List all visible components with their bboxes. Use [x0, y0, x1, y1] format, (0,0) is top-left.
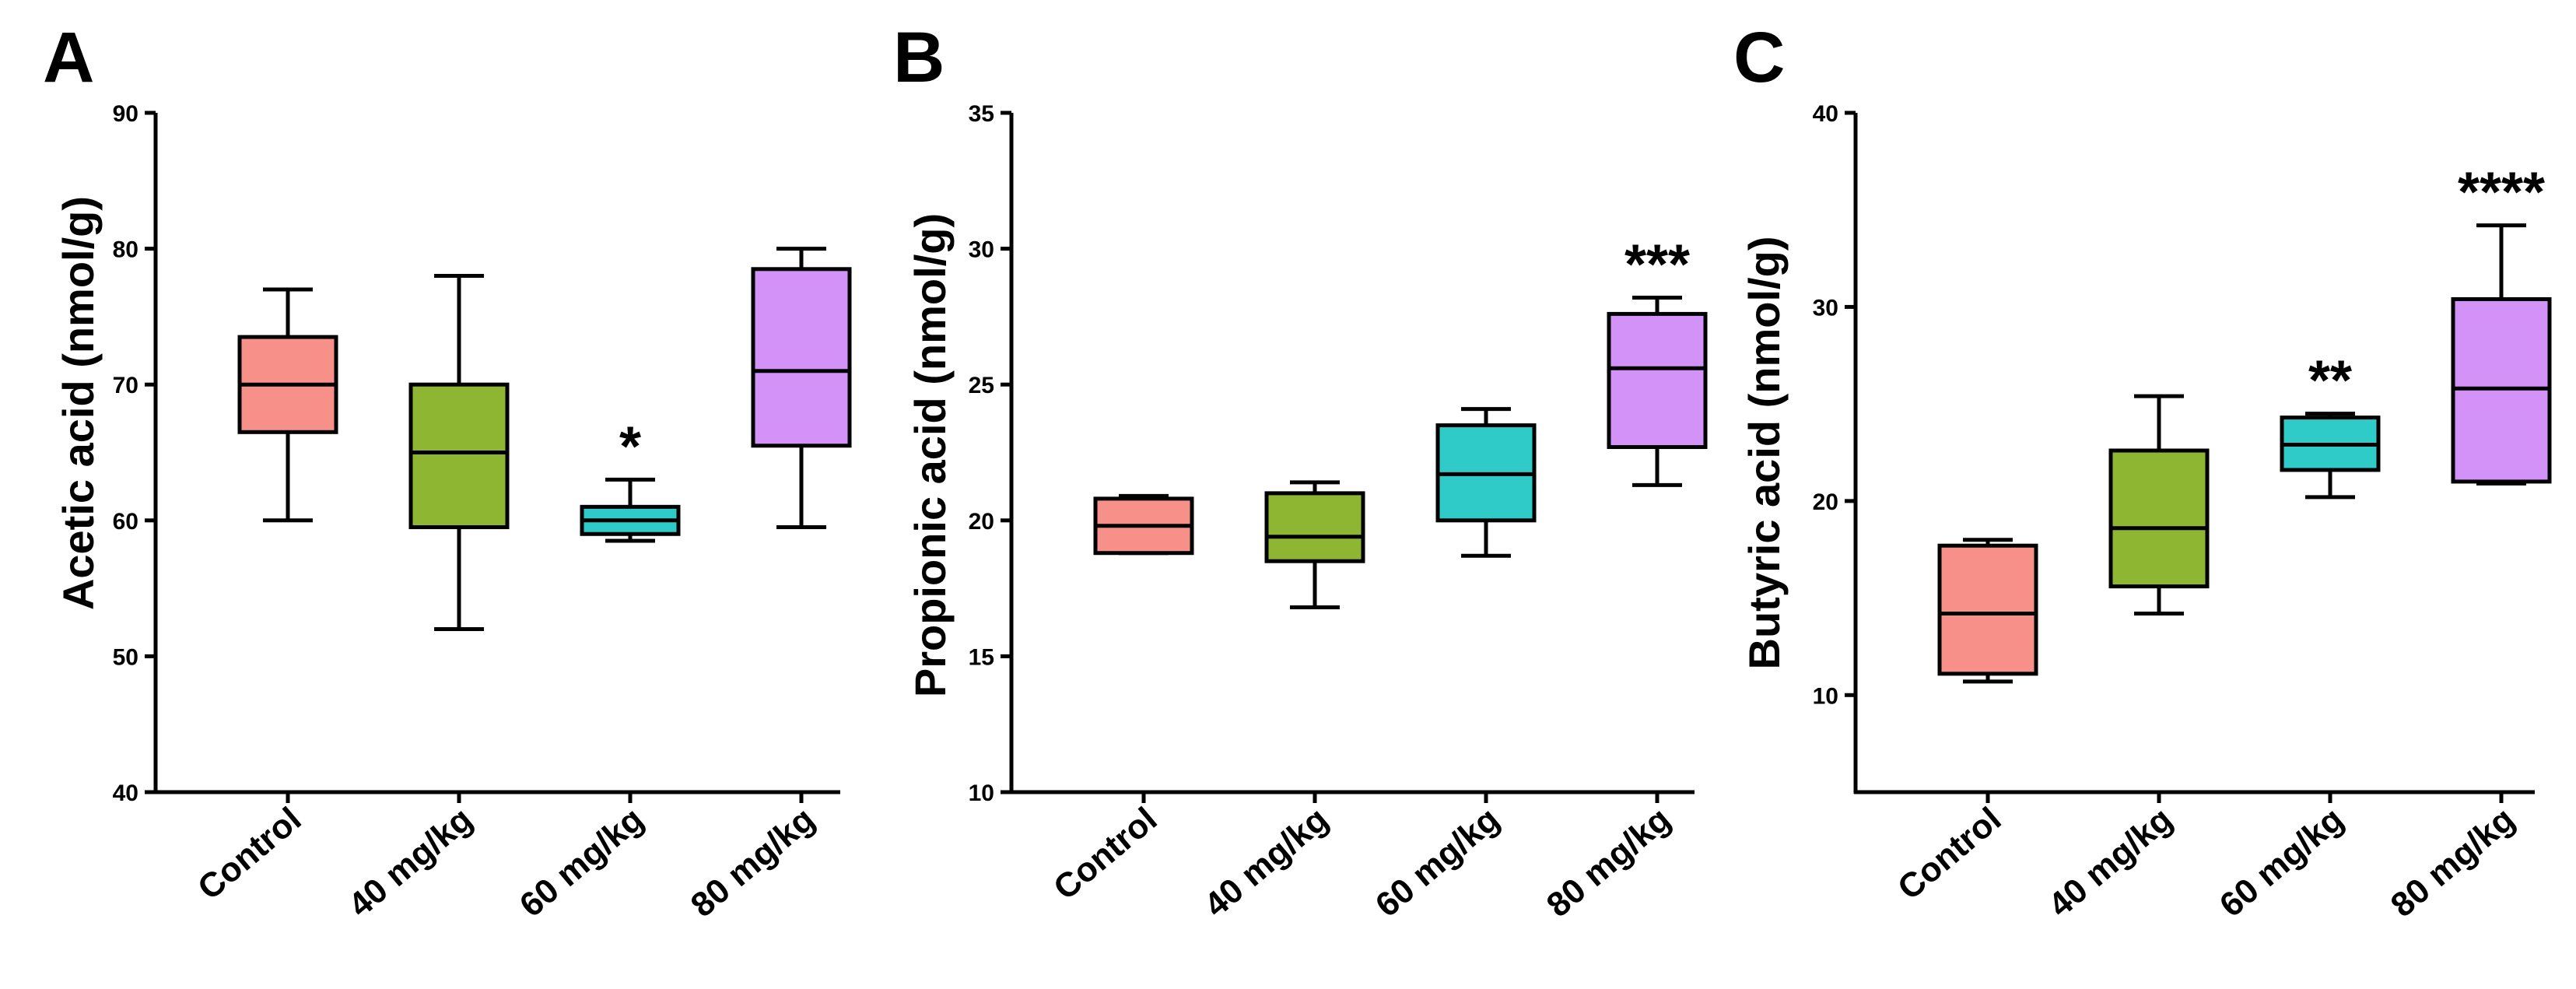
- box-control: Control: [191, 287, 338, 907]
- box-80-mg-kg: **** 80 mg/kg: [2384, 162, 2552, 924]
- box-60-mg-kg: * 60 mg/kg: [513, 416, 681, 924]
- box-control: Control: [1046, 493, 1194, 907]
- panel-a: A Acetic acid (nmol/g) 40 50 60 70 80 90 Control…: [43, 18, 852, 924]
- y-tick-label: 90: [113, 101, 138, 127]
- box-60-mg-kg: ** 60 mg/kg: [2213, 350, 2381, 924]
- x-tick-label: 60 mg/kg: [513, 800, 651, 924]
- iqr-box: [1607, 311, 1708, 450]
- x-tick-label: 40 mg/kg: [342, 800, 480, 924]
- x-tick-label: Control: [1046, 800, 1164, 907]
- box-40-mg-kg: 40 mg/kg: [342, 274, 510, 924]
- y-tick-label: 20: [1813, 489, 1838, 515]
- panel-b: B Propionic acid (nmol/g) 10 15 20 25 30 35 Cont…: [893, 18, 1708, 924]
- iqr-box: [1264, 491, 1365, 563]
- box-40-mg-kg: 40 mg/kg: [2042, 394, 2210, 924]
- box-60-mg-kg: 60 mg/kg: [1369, 407, 1537, 924]
- y-tick-label: 15: [969, 644, 994, 670]
- y-tick-label: 80: [113, 237, 138, 263]
- x-tick-label: 40 mg/kg: [1197, 800, 1336, 924]
- iqr-box: [751, 267, 852, 448]
- x-tick-label: Control: [191, 800, 308, 907]
- y-tick-label: 40: [113, 780, 138, 806]
- significance-marker: *: [619, 416, 641, 478]
- iqr-box: [1937, 543, 2038, 676]
- y-axis-label: Acetic acid (nmol/g): [54, 196, 103, 610]
- significance-marker: ****: [2458, 162, 2545, 224]
- y-tick-label: 25: [969, 373, 994, 398]
- box-40-mg-kg: 40 mg/kg: [1197, 480, 1365, 924]
- box-control: Control: [1891, 538, 2038, 907]
- y-tick-label: 35: [969, 101, 994, 127]
- panel-letter: A: [43, 18, 94, 97]
- y-tick-label: 40: [1813, 101, 1838, 127]
- significance-marker: **: [2308, 350, 2352, 412]
- panel-letter: C: [1733, 18, 1785, 97]
- y-tick-label: 10: [969, 780, 994, 806]
- x-tick-label: 40 mg/kg: [2042, 800, 2180, 924]
- box-80-mg-kg: *** 80 mg/kg: [1540, 233, 1708, 924]
- y-axis-label: Propionic acid (nmol/g): [906, 213, 955, 697]
- box-80-mg-kg: 80 mg/kg: [684, 247, 852, 924]
- y-tick-label: 20: [969, 509, 994, 535]
- y-tick-label: 30: [969, 237, 994, 263]
- x-tick-label: 60 mg/kg: [1369, 800, 1507, 924]
- iqr-box: [2108, 448, 2210, 589]
- y-tick-label: 70: [113, 373, 138, 398]
- x-tick-label: 80 mg/kg: [684, 800, 822, 924]
- panel-c: C Butyric acid (nmol/g) 10 20 30 40 Control 40 …: [1733, 18, 2552, 924]
- iqr-box: [408, 382, 510, 530]
- y-tick-label: 50: [113, 644, 138, 670]
- x-tick-label: Control: [1891, 800, 2008, 907]
- y-tick-label: 10: [1813, 683, 1838, 709]
- panel-letter: B: [893, 18, 945, 97]
- y-axis-label: Butyric acid (nmol/g): [1740, 237, 1789, 670]
- y-tick-label: 60: [113, 509, 138, 535]
- x-tick-label: 80 mg/kg: [2384, 800, 2522, 924]
- x-tick-label: 80 mg/kg: [1540, 800, 1678, 924]
- y-tick-label: 30: [1813, 295, 1838, 321]
- significance-marker: ***: [1624, 233, 1690, 296]
- x-tick-label: 60 mg/kg: [2213, 800, 2351, 924]
